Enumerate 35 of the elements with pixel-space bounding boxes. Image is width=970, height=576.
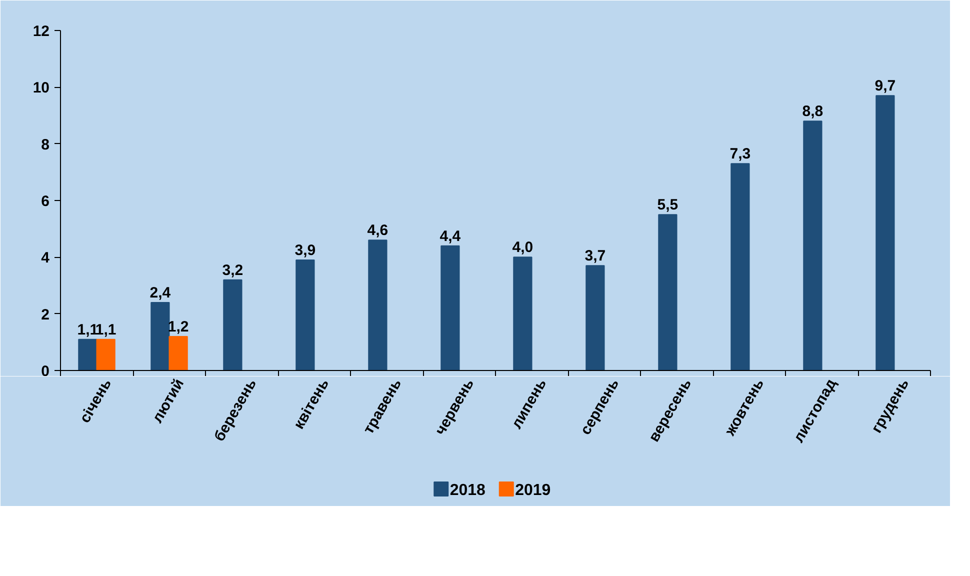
y-tick-label: 8	[41, 136, 50, 154]
data-label: 4,0	[512, 239, 534, 256]
data-label: 1,1	[95, 321, 116, 338]
bar	[96, 338, 116, 370]
y-tick-label: 4	[41, 250, 50, 267]
bar	[658, 214, 678, 370]
data-label: 5,5	[657, 196, 678, 214]
data-label: 4,4	[440, 228, 462, 245]
bar	[368, 240, 388, 370]
bar	[168, 336, 188, 370]
y-tick-label: 10	[32, 80, 50, 97]
y-tick-label: 6	[41, 193, 50, 210]
bar	[803, 120, 822, 370]
data-label: 3,9	[294, 242, 316, 259]
data-label: 7,3	[730, 146, 751, 163]
bar	[876, 95, 895, 370]
bar	[150, 302, 170, 370]
data-label: 3,2	[222, 262, 244, 279]
bar	[586, 265, 605, 370]
legend-label: 2019	[515, 482, 551, 499]
y-tick-label: 2	[41, 306, 50, 324]
data-label: 3,7	[584, 248, 606, 265]
bar	[223, 279, 242, 370]
bar	[730, 163, 750, 370]
bar	[296, 260, 315, 370]
bar	[78, 338, 98, 370]
legend-label: 2018	[450, 482, 486, 499]
bar	[440, 245, 460, 370]
data-label: 9,7	[874, 78, 896, 95]
y-tick-label: 12	[32, 23, 50, 40]
data-label: 8,8	[802, 103, 824, 120]
bar	[513, 256, 532, 370]
data-label: 4,6	[367, 222, 388, 240]
data-label: 2,4	[150, 284, 172, 302]
y-tick-label: 0	[41, 363, 50, 380]
